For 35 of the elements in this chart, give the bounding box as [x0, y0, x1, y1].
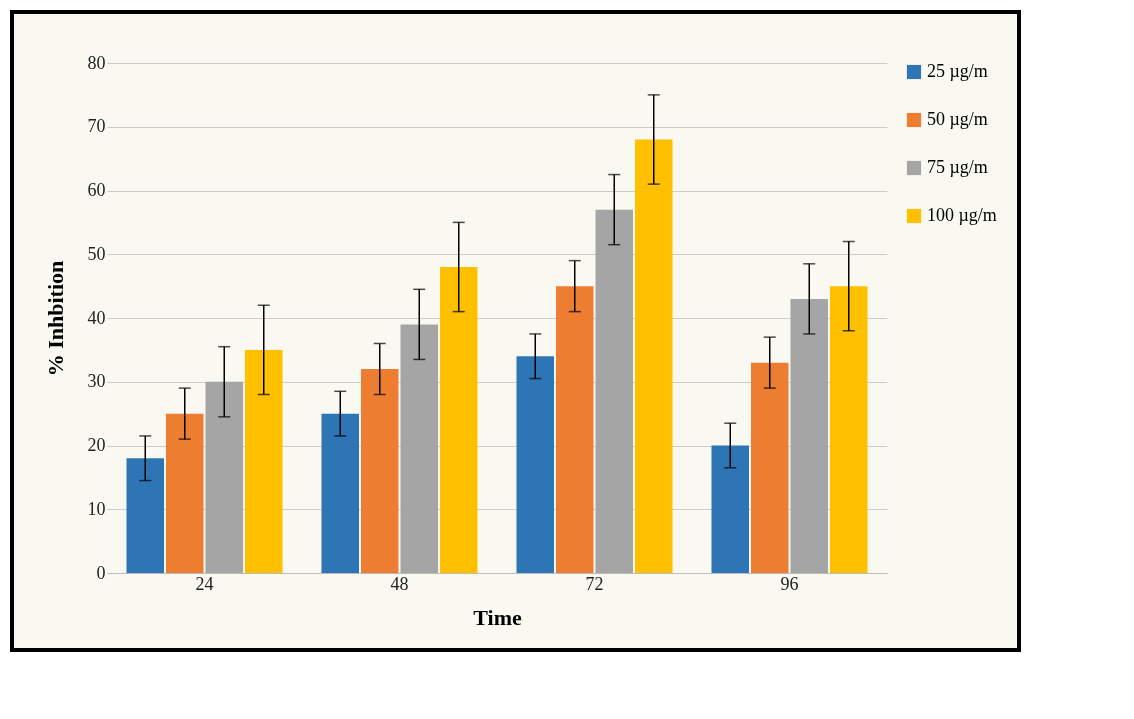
y-tick-label: 40	[87, 307, 106, 328]
bar	[126, 458, 165, 573]
y-tick-label: 20	[87, 435, 106, 455]
y-tick-label: 30	[87, 371, 106, 392]
y-tick-label: 10	[87, 498, 106, 519]
bar	[360, 369, 399, 573]
bar	[750, 362, 789, 573]
bar	[829, 286, 868, 573]
y-tick-label: 60	[87, 180, 106, 200]
bar	[205, 381, 244, 573]
bar	[516, 356, 555, 573]
x-tick-label: 24	[195, 573, 214, 594]
bar	[439, 267, 478, 573]
bar	[711, 445, 750, 573]
y-tick-label: 70	[87, 116, 106, 137]
bar	[595, 209, 634, 573]
y-axis-title: % Inhbition	[42, 260, 68, 377]
legend-label: 50 µg/m	[927, 109, 988, 129]
bar	[790, 298, 829, 573]
legend-label: 100 µg/m	[927, 205, 997, 225]
x-tick-label: 72	[585, 573, 604, 594]
x-tick-label: 48	[390, 573, 409, 594]
x-axis-title: Time	[473, 604, 522, 630]
y-tick-label: 50	[87, 243, 106, 264]
y-tick-label: 0	[96, 562, 106, 583]
legend-label: 25 µg/m	[927, 61, 988, 81]
bar	[634, 139, 673, 573]
bar	[400, 324, 439, 573]
x-tick-label: 96	[780, 573, 799, 594]
bar	[321, 413, 360, 573]
y-tick-label: 80	[87, 52, 106, 73]
bar	[244, 349, 283, 573]
bar	[165, 413, 204, 573]
bar	[555, 286, 594, 573]
legend-label: 75 µg/m	[927, 157, 988, 177]
